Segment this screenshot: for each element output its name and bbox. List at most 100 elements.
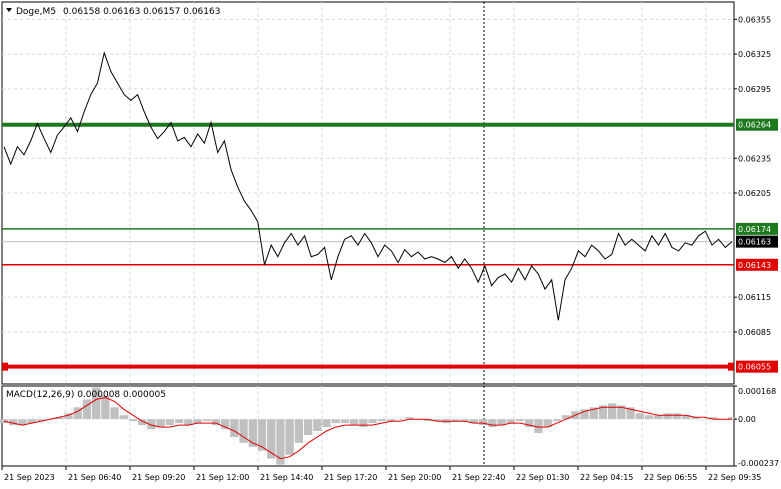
macd-bar (626, 407, 635, 420)
macd-signal-line (3, 396, 732, 460)
macd-bar (534, 419, 543, 434)
macd-bar (608, 403, 617, 420)
price-tag: 0.06143 (738, 261, 771, 270)
price-tick-label: 0.06325 (738, 50, 771, 59)
price-tag-background (736, 222, 778, 235)
macd-bar (101, 395, 110, 420)
macd-bar (515, 419, 525, 422)
time-tick-label: 21 Sep 2023 (4, 473, 55, 482)
price-tag-background (736, 118, 778, 131)
macd-bar (423, 419, 433, 422)
macd-bar (460, 419, 469, 422)
macd-bar (202, 419, 211, 422)
macd-bar (368, 419, 377, 424)
price-tick-label: 0.06115 (738, 293, 771, 302)
macd-bar (285, 419, 294, 455)
macd-bar (432, 419, 442, 422)
macd-histogram (0, 387, 737, 465)
macd-bar (654, 415, 663, 420)
macd-pane-frame (1, 385, 735, 467)
time-tick-label: 22 Sep 01:30 (516, 473, 569, 482)
macd-bar (257, 419, 267, 451)
macd-bar (479, 419, 488, 426)
macd-bar (377, 419, 386, 422)
time-tick-label: 21 Sep 20:00 (388, 473, 441, 482)
macd-bar (340, 419, 350, 424)
macd-bar (174, 419, 184, 424)
macd-tick-label: -0.000237 (738, 459, 779, 468)
dropdown-arrow-icon[interactable] (6, 8, 12, 12)
price-axis: 0.06355 0.06325 0.06295 0.06264 0.06235 0.062… (734, 15, 778, 373)
macd-bar (211, 419, 221, 426)
macd-bar (55, 417, 64, 420)
macd-bar (156, 419, 165, 428)
price-tick-label: 0.06085 (738, 328, 771, 337)
macd-bar (561, 415, 571, 420)
level-handle (2, 362, 8, 371)
time-tick-label: 22 Sep 06:55 (644, 473, 697, 482)
macd-bar (303, 419, 313, 435)
time-axis: 21 Sep 2023 21 Sep 06:40 21 Sep 09:20 21 Se… (1, 466, 761, 482)
price-grid (2, 2, 734, 384)
macd-bar (221, 419, 230, 430)
macd-bar (359, 419, 368, 428)
macd-bar (110, 407, 119, 420)
macd-bar (9, 419, 18, 426)
macd-bar (82, 399, 92, 420)
price-tick-label: 0.06205 (738, 189, 771, 198)
macd-bar (350, 419, 359, 426)
price-series-line (3, 51, 733, 321)
macd-bar (276, 419, 285, 465)
level-handle (728, 362, 734, 371)
macd-bar (672, 413, 681, 420)
macd-bar (709, 417, 718, 420)
macd-bar (138, 419, 147, 426)
macd-bar (488, 419, 497, 428)
time-tick-label: 21 Sep 06:40 (68, 473, 121, 482)
price-tick-label: 0.06355 (738, 15, 771, 24)
macd-bar (313, 419, 322, 432)
macd-bar (644, 415, 654, 420)
macd-bar (267, 419, 276, 459)
macd-tick-label: 0.000168 (738, 387, 776, 396)
macd-bar (294, 419, 304, 443)
price-tag: 0.06174 (738, 225, 771, 234)
price-levels (2, 122, 734, 371)
price-tick-label: 0.06235 (738, 154, 771, 163)
macd-bar (193, 419, 202, 424)
macd-bar (598, 405, 608, 420)
macd-bar (27, 419, 36, 424)
macd-bar (580, 409, 589, 420)
macd-bar (635, 413, 644, 420)
macd-bar (230, 419, 239, 437)
price-tick-label: 0.06295 (738, 85, 771, 94)
macd-bar (700, 419, 709, 420)
macd-bar (681, 415, 691, 420)
macd-title: MACD(12,26,9) 0.000008 0.000005 (6, 390, 166, 400)
macd-bar (322, 419, 331, 428)
macd-bar (543, 419, 552, 428)
time-tick-label: 21 Sep 22:40 (452, 473, 505, 482)
macd-bar (386, 419, 396, 422)
price-tag: 0.06055 (738, 363, 771, 372)
macd-bar (405, 417, 414, 420)
macd-axis: 0.000168 0.00 -0.000237 (734, 385, 779, 468)
macd-bar (331, 419, 340, 424)
macd-bar (690, 417, 700, 420)
macd-bar (617, 405, 626, 420)
macd-bar (552, 419, 562, 422)
macd-bar (128, 419, 138, 422)
time-tick-label: 21 Sep 17:20 (324, 473, 377, 482)
price-tag: 0.06264 (738, 121, 771, 130)
macd-bar (64, 413, 73, 420)
time-tick-label: 21 Sep 14:40 (260, 473, 313, 482)
macd-grid (65, 386, 707, 466)
price-tag-background (736, 258, 778, 271)
macd-bar (248, 419, 257, 447)
macd-bar (469, 419, 479, 424)
macd-bar (92, 387, 101, 420)
macd-tick-label: 0.00 (738, 415, 756, 424)
ohlc-values: 0.06158 0.06163 0.06157 0.06163 (63, 7, 220, 17)
time-tick-label: 21 Sep 12:00 (196, 473, 249, 482)
